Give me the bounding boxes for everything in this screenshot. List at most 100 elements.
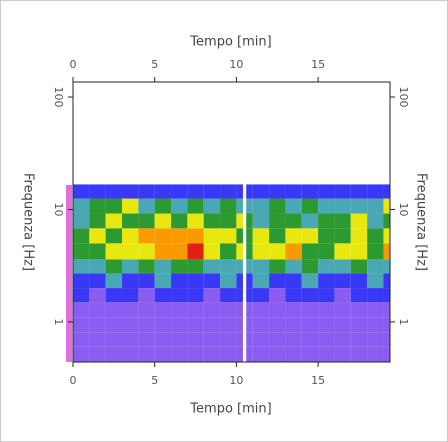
cell [383, 213, 390, 229]
cell [285, 332, 302, 347]
cell [89, 302, 106, 318]
cell [203, 213, 221, 229]
cell [246, 213, 253, 229]
cell [122, 346, 139, 362]
cell [220, 213, 237, 229]
cell [89, 198, 106, 214]
cell [122, 228, 139, 244]
x-tick-label: 15 [311, 58, 325, 71]
cell [301, 288, 319, 303]
cell [367, 243, 384, 260]
cell [73, 228, 90, 244]
cell [318, 288, 335, 303]
cell [269, 198, 286, 214]
cell [154, 243, 172, 260]
cell [246, 243, 253, 260]
y-axis-title-right: Frequenza [Hz] [414, 173, 429, 271]
cell [285, 273, 302, 289]
cell [236, 184, 243, 199]
cell [122, 243, 139, 260]
cell [301, 243, 319, 260]
cell [334, 228, 351, 244]
cell [122, 259, 139, 274]
cell [334, 184, 351, 199]
cell [301, 302, 319, 318]
cell [285, 346, 302, 362]
cell [252, 288, 270, 303]
cell [236, 213, 243, 229]
x-tick-label: 10 [229, 58, 243, 71]
cell [171, 184, 188, 199]
cell [301, 259, 319, 274]
cell [350, 213, 368, 229]
cell [171, 332, 188, 347]
cell [246, 259, 253, 274]
cell [301, 332, 319, 347]
cell [383, 332, 390, 347]
cell [252, 259, 270, 274]
cell [122, 288, 139, 303]
cell [334, 346, 351, 362]
cell [318, 228, 335, 244]
cell [285, 213, 302, 229]
x-tick-label: 5 [151, 374, 158, 387]
cell [350, 332, 368, 347]
cell [285, 243, 302, 260]
cell [187, 184, 204, 199]
x-tick-label: 0 [70, 58, 77, 71]
cell [334, 259, 351, 274]
cell [122, 273, 139, 289]
cell [334, 288, 351, 303]
cell [334, 273, 351, 289]
cell [350, 243, 368, 260]
cell [171, 273, 188, 289]
cell [89, 288, 106, 303]
y-tick-label: 100 [397, 87, 410, 108]
cell [246, 184, 253, 199]
cell [318, 273, 335, 289]
cell [138, 317, 155, 333]
cell [246, 198, 253, 214]
cell [301, 346, 319, 362]
cell [246, 288, 253, 303]
cell [383, 288, 390, 303]
cell [154, 273, 172, 289]
cell [154, 317, 172, 333]
cell [246, 273, 253, 289]
cell [105, 228, 123, 244]
cell [105, 317, 123, 333]
cell [269, 213, 286, 229]
cell [187, 259, 204, 274]
cell [269, 346, 286, 362]
heatmap [73, 184, 390, 362]
cell [246, 317, 253, 333]
cell [236, 302, 243, 318]
cell [171, 213, 188, 229]
side-strip [66, 185, 72, 362]
cell [171, 317, 188, 333]
cell [236, 228, 243, 244]
cell [220, 346, 237, 362]
cell [318, 346, 335, 362]
cell [122, 198, 139, 214]
cell [154, 302, 172, 318]
cell [269, 259, 286, 274]
cell [154, 332, 172, 347]
cell [318, 243, 335, 260]
cell [350, 317, 368, 333]
cell [171, 346, 188, 362]
cell [246, 228, 253, 244]
cell [350, 273, 368, 289]
cell [105, 332, 123, 347]
cell [252, 243, 270, 260]
cell [367, 273, 384, 289]
cell [122, 332, 139, 347]
cell [236, 332, 243, 347]
cell [220, 332, 237, 347]
cell [105, 213, 123, 229]
cell [285, 302, 302, 318]
cell [203, 243, 221, 260]
plot-frame [72, 81, 391, 363]
cell [350, 198, 368, 214]
cell [236, 346, 243, 362]
